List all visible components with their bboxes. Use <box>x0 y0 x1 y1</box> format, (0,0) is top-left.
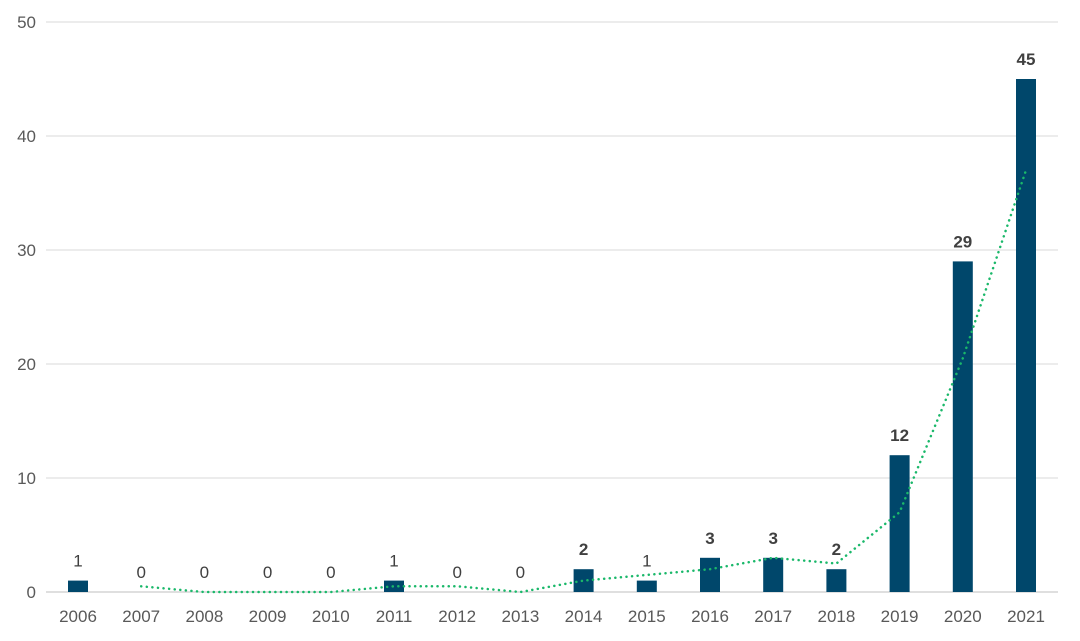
x-tick-label-2009: 2009 <box>249 607 287 626</box>
x-tick-label-2013: 2013 <box>501 607 539 626</box>
data-label-2017: 3 <box>768 529 777 548</box>
bar-2014 <box>573 569 594 592</box>
x-tick-label-2019: 2019 <box>881 607 919 626</box>
x-tick-label-2017: 2017 <box>754 607 792 626</box>
data-label-2021: 45 <box>1017 50 1036 69</box>
bar-2017 <box>763 557 784 592</box>
data-label-2016: 3 <box>705 529 714 548</box>
x-tick-label-2014: 2014 <box>565 607 603 626</box>
data-label-2019: 12 <box>890 426 909 445</box>
y-axis-ticks: 0 10 20 30 40 50 <box>17 13 36 602</box>
data-label-2012: 0 <box>452 563 461 582</box>
y-tick-label: 30 <box>17 241 36 260</box>
y-tick-label: 50 <box>17 13 36 32</box>
bar-2016 <box>700 557 720 592</box>
data-label-2010: 0 <box>326 563 335 582</box>
data-label-2007: 0 <box>136 563 145 582</box>
bars <box>68 79 1036 592</box>
data-label-2009: 0 <box>263 563 272 582</box>
x-tick-label-2006: 2006 <box>59 607 97 626</box>
x-tick-label-2016: 2016 <box>691 607 729 626</box>
data-labels: 1 0 0 0 0 1 0 0 2 1 3 3 2 12 29 45 <box>73 50 1035 582</box>
x-tick-label-2012: 2012 <box>438 607 476 626</box>
data-label-2013: 0 <box>516 563 525 582</box>
bar-2021 <box>1016 79 1036 592</box>
bar-2006 <box>68 580 88 592</box>
gridlines <box>46 21 1058 593</box>
x-tick-label-2020: 2020 <box>944 607 982 626</box>
data-label-2018: 2 <box>832 540 841 559</box>
x-tick-label-2018: 2018 <box>817 607 855 626</box>
x-tick-label-2015: 2015 <box>628 607 666 626</box>
data-label-2020: 29 <box>953 232 972 251</box>
data-label-2014: 2 <box>579 540 588 559</box>
bar-2015 <box>636 580 657 592</box>
y-tick-label: 20 <box>17 355 36 374</box>
y-tick-label: 40 <box>17 127 36 146</box>
data-label-2015: 1 <box>642 552 651 571</box>
x-tick-label-2011: 2011 <box>376 607 413 626</box>
bar-2018 <box>826 569 847 592</box>
y-tick-label: 10 <box>17 469 36 488</box>
data-label-2011: 1 <box>389 552 398 571</box>
bar-2019 <box>889 455 910 592</box>
x-tick-label-2021: 2021 <box>1007 607 1045 626</box>
y-tick-label: 0 <box>27 583 36 602</box>
data-label-2006: 1 <box>73 552 82 571</box>
bar-2020 <box>952 261 973 592</box>
data-label-2008: 0 <box>200 563 209 582</box>
x-tick-label-2007: 2007 <box>122 607 160 626</box>
x-axis-ticks: 2006 2007 2008 2009 2010 2011 2012 2013 2014 2015… <box>59 607 1045 626</box>
x-tick-label-2008: 2008 <box>185 607 223 626</box>
x-tick-label-2010: 2010 <box>312 607 350 626</box>
